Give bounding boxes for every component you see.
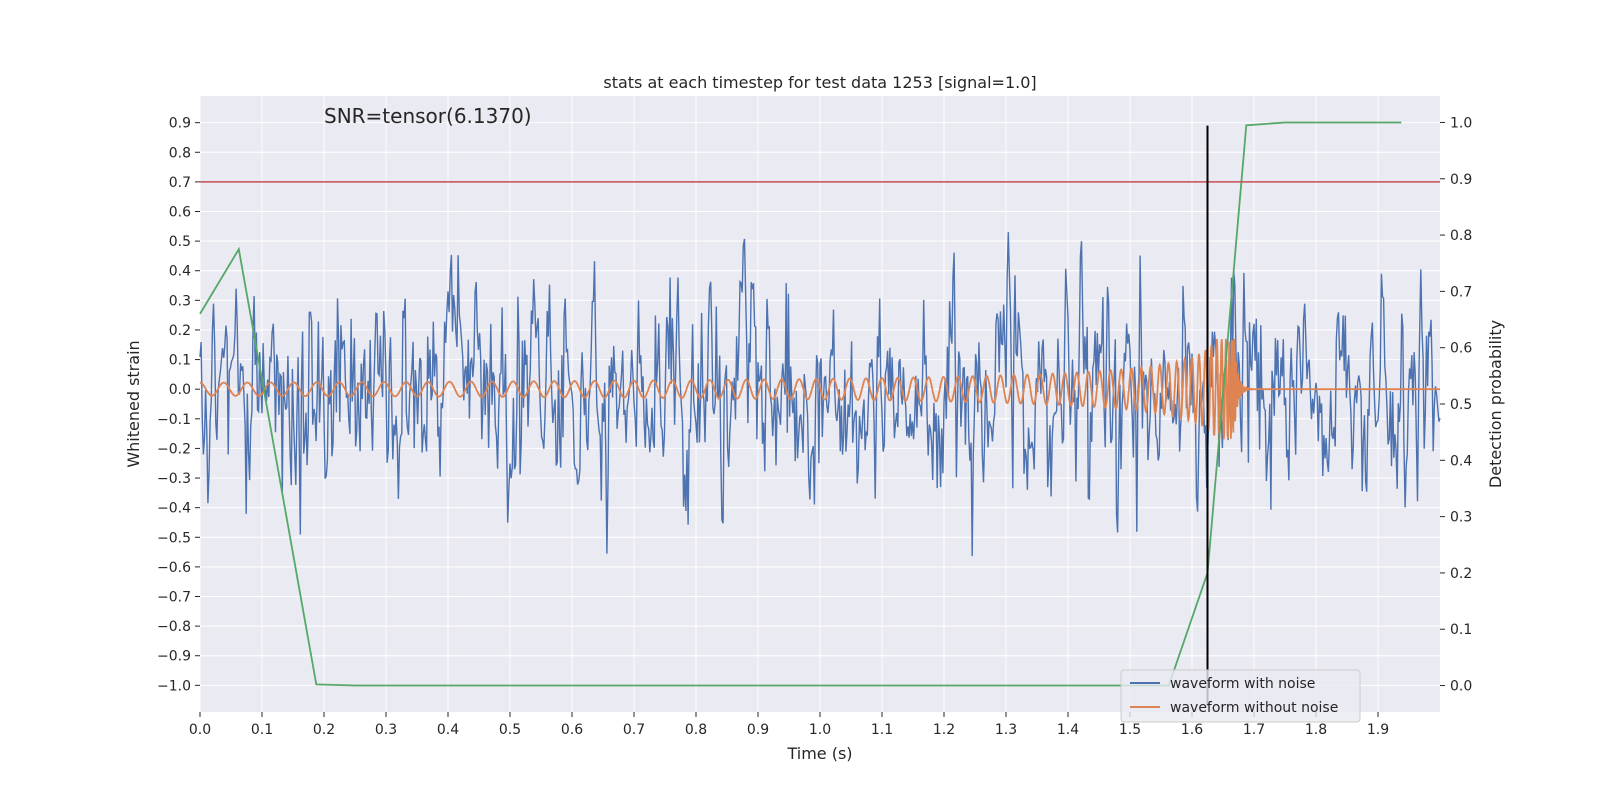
x-tick-label: 0.1 bbox=[251, 722, 273, 738]
y-tick-label: −0.8 bbox=[157, 619, 191, 635]
y-right-tick-label: 0.6 bbox=[1450, 341, 1472, 357]
snr-annotation: SNR=tensor(6.1370) bbox=[324, 104, 532, 128]
y-axis-right-ticks: 1.0 0.9 0.8 0.7 0.6 0.5 0.4 0.3 0.2 0.1 0.0 bbox=[1440, 115, 1472, 695]
y-tick-label: −0.1 bbox=[157, 412, 191, 428]
x-tick-label: 1.1 bbox=[871, 722, 893, 738]
x-tick-label: 1.6 bbox=[1181, 722, 1203, 738]
x-tick-label: 0.0 bbox=[189, 722, 211, 738]
y-right-tick-label: 0.9 bbox=[1450, 172, 1472, 188]
y-tick-label: −0.6 bbox=[157, 560, 191, 576]
y-right-tick-label: 1.0 bbox=[1450, 115, 1472, 131]
legend-label-noise: waveform with noise bbox=[1170, 676, 1315, 692]
x-axis-label: Time (s) bbox=[786, 744, 852, 763]
y-right-tick-label: 0.5 bbox=[1450, 397, 1472, 413]
x-tick-label: 0.8 bbox=[685, 722, 707, 738]
y-tick-label: 0.7 bbox=[169, 175, 191, 191]
series-waveform-with-noise bbox=[199, 232, 1441, 557]
y-tick-label: −0.9 bbox=[157, 649, 191, 665]
y-tick-label: −0.3 bbox=[157, 471, 191, 487]
x-axis-ticks: 0.0 0.1 0.2 0.3 0.4 0.5 0.6 0.7 0.8 0.9 1.0 1.1 1.2 1… bbox=[189, 712, 1389, 738]
y-tick-label: 0.5 bbox=[169, 234, 191, 250]
y-tick-label: 0.1 bbox=[169, 353, 191, 369]
noise-line bbox=[199, 232, 1441, 557]
x-tick-label: 1.9 bbox=[1367, 722, 1389, 738]
y-tick-label: −1.0 bbox=[157, 678, 191, 694]
x-tick-label: 1.4 bbox=[1057, 722, 1079, 738]
y-right-tick-label: 0.0 bbox=[1450, 679, 1472, 695]
clean-waveform-line bbox=[200, 338, 1440, 440]
series-waveform-without-noise bbox=[200, 338, 1440, 440]
legend-box bbox=[1120, 669, 1361, 723]
y-right-tick-label: 0.4 bbox=[1450, 453, 1472, 469]
y-tick-label: −0.2 bbox=[157, 441, 191, 457]
x-tick-label: 0.9 bbox=[747, 722, 769, 738]
x-tick-label: 1.0 bbox=[809, 722, 831, 738]
x-tick-label: 1.5 bbox=[1119, 722, 1141, 738]
legend-label-clean: waveform without noise bbox=[1170, 700, 1338, 716]
y-tick-label: 0.4 bbox=[169, 264, 191, 280]
y-tick-label: −0.4 bbox=[157, 501, 191, 517]
y-tick-label: −0.5 bbox=[157, 530, 191, 546]
y-tick-label: −0.7 bbox=[157, 590, 191, 606]
x-tick-label: 1.7 bbox=[1243, 722, 1265, 738]
y-axis-ticks: 0.9 0.8 0.7 0.6 0.5 0.4 0.3 0.2 0.1 0.0 −0.1 −0.2 −0… bbox=[157, 116, 200, 694]
y-right-tick-label: 0.7 bbox=[1450, 284, 1472, 300]
x-tick-label: 0.5 bbox=[499, 722, 521, 738]
x-tick-label: 0.2 bbox=[313, 722, 335, 738]
chart-title: stats at each timestep for test data 125… bbox=[603, 73, 1036, 92]
x-tick-label: 0.3 bbox=[375, 722, 397, 738]
y-tick-label: 0.6 bbox=[169, 205, 191, 221]
y-tick-label: 0.9 bbox=[169, 116, 191, 132]
y-tick-label: 0.8 bbox=[169, 145, 191, 161]
legend: waveform with noise waveform without noi… bbox=[1120, 669, 1361, 723]
x-tick-label: 1.8 bbox=[1305, 722, 1327, 738]
y-axis-right-label: Detection probability bbox=[1486, 320, 1505, 488]
x-tick-label: 0.7 bbox=[623, 722, 645, 738]
y-axis-label: Whitened strain bbox=[124, 340, 143, 467]
y-tick-label: 0.2 bbox=[169, 323, 191, 339]
x-tick-label: 1.3 bbox=[995, 722, 1017, 738]
y-right-tick-label: 0.2 bbox=[1450, 566, 1472, 582]
y-tick-label: 0.3 bbox=[169, 293, 191, 309]
y-right-tick-label: 0.1 bbox=[1450, 622, 1472, 638]
y-tick-label: 0.0 bbox=[169, 382, 191, 398]
x-tick-label: 0.4 bbox=[437, 722, 459, 738]
x-tick-label: 0.6 bbox=[561, 722, 583, 738]
x-tick-label: 1.2 bbox=[933, 722, 955, 738]
y-right-tick-label: 0.8 bbox=[1450, 228, 1472, 244]
y-right-tick-label: 0.3 bbox=[1450, 510, 1472, 526]
